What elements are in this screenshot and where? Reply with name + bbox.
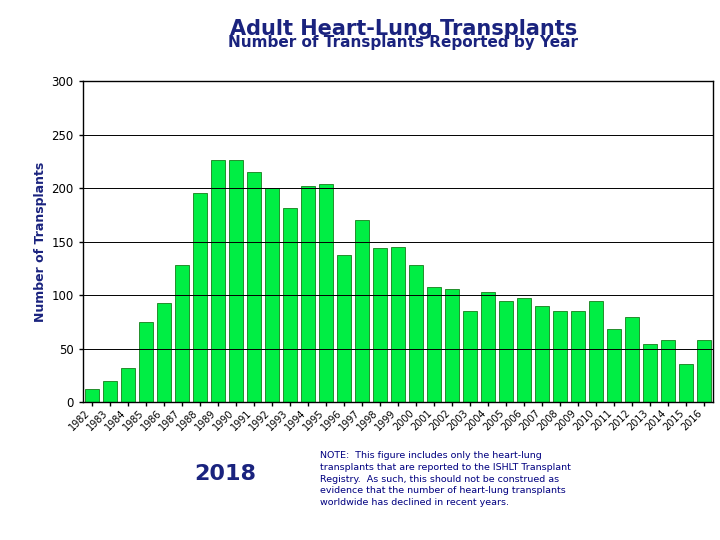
Bar xyxy=(625,316,639,402)
Bar xyxy=(85,389,99,402)
Bar xyxy=(606,329,621,402)
Bar xyxy=(391,247,405,402)
Bar xyxy=(228,160,243,402)
Bar xyxy=(517,299,531,402)
Bar xyxy=(121,368,135,402)
Bar xyxy=(534,306,549,402)
Bar xyxy=(246,172,261,402)
Bar xyxy=(138,322,153,402)
Bar xyxy=(210,160,225,402)
Bar xyxy=(643,345,657,402)
Bar xyxy=(498,301,513,402)
Text: JHLT. 2018 Oct; 37(10): 1155-1206: JHLT. 2018 Oct; 37(10): 1155-1206 xyxy=(103,531,210,536)
Bar xyxy=(174,265,189,402)
Bar xyxy=(679,364,693,402)
Bar xyxy=(336,254,351,402)
Text: 2018: 2018 xyxy=(194,464,256,484)
Bar xyxy=(409,265,423,402)
Bar xyxy=(282,208,297,402)
Bar xyxy=(661,340,675,402)
Bar xyxy=(301,186,315,402)
Text: NOTE:  This figure includes only the heart-lung
transplants that are reported to: NOTE: This figure includes only the hear… xyxy=(320,451,571,507)
Bar xyxy=(481,292,495,402)
Bar xyxy=(355,220,369,402)
Text: Adult Heart-Lung Transplants: Adult Heart-Lung Transplants xyxy=(230,19,577,39)
Bar xyxy=(193,193,207,402)
Bar xyxy=(373,248,387,402)
Y-axis label: Number of Transplants: Number of Transplants xyxy=(35,161,48,322)
Text: ISHLT • INTERNATIONAL SOCIETY FOR HEART AND LUNG TRANSPLANTATION: ISHLT • INTERNATIONAL SOCIETY FOR HEART … xyxy=(37,517,276,522)
Bar xyxy=(589,301,603,402)
Bar xyxy=(553,311,567,402)
Bar xyxy=(445,289,459,402)
Text: Number of Transplants Reported by Year: Number of Transplants Reported by Year xyxy=(228,35,578,50)
Bar xyxy=(697,340,711,402)
Bar xyxy=(318,184,333,402)
Bar xyxy=(157,303,171,402)
Bar xyxy=(102,381,117,402)
Bar xyxy=(571,311,585,402)
Bar xyxy=(426,287,441,402)
Text: ISHLT: ISHLT xyxy=(58,460,143,488)
Bar xyxy=(265,188,279,402)
Bar xyxy=(463,311,477,402)
